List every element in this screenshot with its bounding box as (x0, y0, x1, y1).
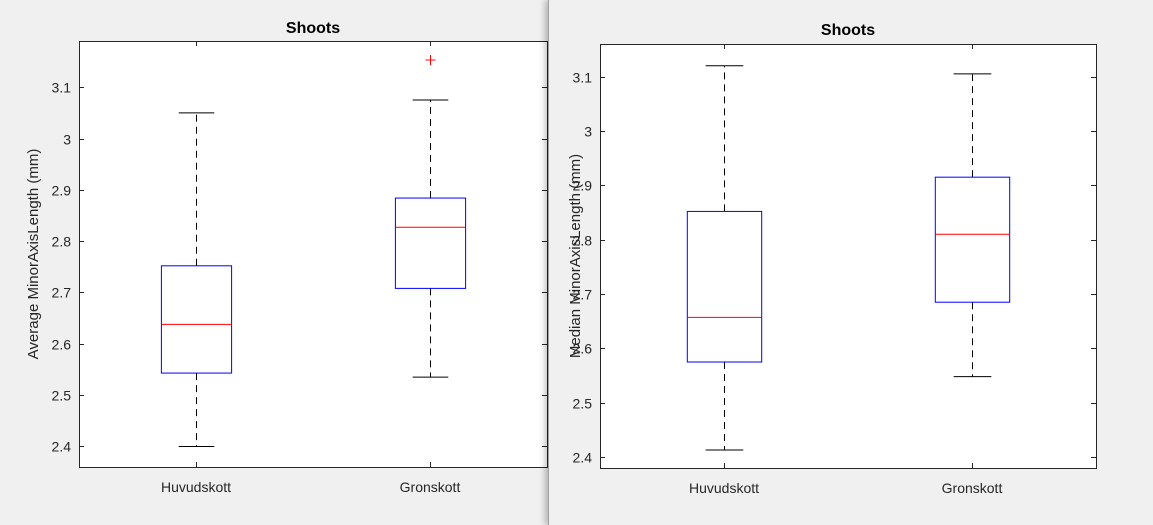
y-tick-label: 3 (63, 132, 71, 148)
y-tick-label: 2.5 (52, 388, 72, 404)
box-iqr (686, 210, 763, 363)
chart-title: Shoots (821, 22, 875, 39)
y-tick-label: 2.6 (573, 341, 593, 357)
y-tick-label: 2.8 (52, 234, 72, 250)
plot-area (79, 41, 548, 468)
y-axis-label: Median MinorAxisLength (mm) (567, 154, 584, 358)
y-tick-label: 2.7 (52, 285, 72, 301)
x-tick-label: Huvudskott (161, 479, 231, 495)
figure-window-left: Shoots Average MinorAxisLength (mm) 2.4 2.5… (0, 0, 548, 525)
y-tick-label: 2.9 (52, 183, 72, 199)
y-tick-label: 2.6 (52, 337, 72, 353)
chart-title: Shoots (286, 20, 340, 37)
box-iqr (394, 197, 467, 289)
x-tick-label: Gronskott (942, 480, 1003, 496)
boxplot-chart-left: Shoots Average MinorAxisLength (mm) 2.4 2.5… (25, 20, 548, 495)
figure-window-right: Shoots Median MinorAxisLength (mm) 2.4 2.5 2… (548, 0, 1153, 525)
y-axis-label: Average MinorAxisLength (mm) (25, 149, 42, 360)
boxplot-chart-right: Shoots Median MinorAxisLength (mm) 2.4 2.5 2… (567, 22, 1097, 496)
y-tick-label: 3.1 (573, 70, 593, 86)
y-tick-label: 2.7 (573, 287, 593, 303)
box-iqr (160, 265, 233, 374)
y-tick-label: 3 (584, 124, 592, 140)
x-tick-label: Gronskott (400, 479, 461, 495)
y-tick-label: 2.4 (573, 450, 593, 466)
y-tick-label: 2.5 (573, 396, 593, 412)
y-tick-label: 3.1 (52, 80, 72, 96)
box-iqr (934, 176, 1011, 303)
y-tick-label: 2.4 (52, 439, 72, 455)
y-tick-label: 2.8 (573, 233, 593, 249)
plot-area (600, 44, 1097, 469)
y-tick-label: 2.9 (573, 178, 593, 194)
x-tick-label: Huvudskott (689, 480, 759, 496)
